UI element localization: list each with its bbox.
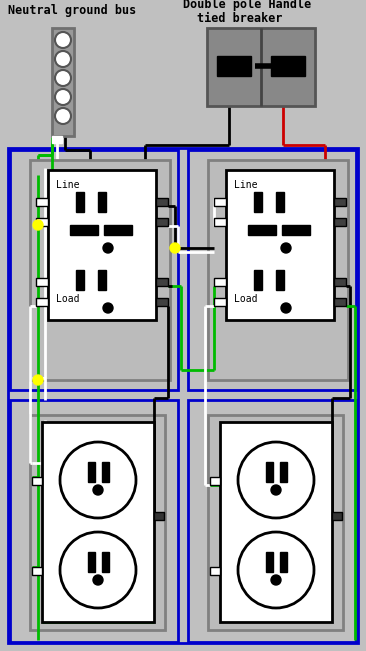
Bar [88, 462, 95, 482]
Bar [210, 477, 220, 485]
Bar [88, 552, 95, 572]
Circle shape [93, 575, 103, 585]
Bar [254, 270, 262, 290]
Bar [52, 28, 74, 136]
Bar [280, 462, 287, 482]
Circle shape [271, 485, 281, 495]
Text: Line: Line [234, 180, 258, 190]
Circle shape [93, 485, 103, 495]
Bar [70, 225, 98, 235]
Bar [276, 270, 284, 290]
Text: Load: Load [234, 294, 258, 304]
Bar [332, 512, 342, 520]
Bar [102, 552, 109, 572]
Bar [208, 415, 343, 630]
Bar [8, 148, 358, 643]
Bar [98, 270, 106, 290]
Bar [276, 192, 284, 212]
Bar [76, 270, 84, 290]
Bar [30, 160, 170, 380]
Bar [271, 56, 305, 76]
Bar [266, 552, 273, 572]
Bar [207, 28, 315, 106]
Bar [10, 400, 178, 642]
Bar [36, 198, 48, 206]
Bar [156, 298, 168, 306]
Bar [210, 567, 220, 575]
Bar [214, 278, 226, 286]
Circle shape [33, 220, 43, 230]
Bar [154, 512, 164, 520]
Bar [76, 192, 84, 212]
Bar [334, 198, 346, 206]
Bar [104, 225, 132, 235]
Bar [32, 567, 42, 575]
Circle shape [103, 243, 113, 253]
Bar [156, 198, 168, 206]
Bar [214, 198, 226, 206]
Bar [334, 278, 346, 286]
Bar [36, 298, 48, 306]
Text: tied breaker: tied breaker [197, 12, 283, 25]
Circle shape [60, 532, 136, 608]
Bar [248, 225, 276, 235]
Text: Load: Load [56, 294, 79, 304]
Bar [36, 278, 48, 286]
Circle shape [103, 303, 113, 313]
Circle shape [55, 89, 71, 105]
Circle shape [170, 243, 180, 253]
Bar [334, 218, 346, 226]
Circle shape [281, 303, 291, 313]
Circle shape [271, 575, 281, 585]
Bar [334, 298, 346, 306]
Bar [254, 192, 262, 212]
Bar [102, 462, 109, 482]
Bar [48, 170, 156, 320]
Bar [98, 192, 106, 212]
Bar [220, 422, 332, 622]
Bar [282, 225, 310, 235]
Bar [266, 462, 273, 482]
Bar [188, 400, 356, 642]
Circle shape [60, 442, 136, 518]
Circle shape [238, 442, 314, 518]
Bar [10, 150, 178, 390]
Bar [30, 415, 165, 630]
Text: Double pole Handle: Double pole Handle [183, 0, 311, 11]
Circle shape [55, 70, 71, 86]
Bar [188, 150, 356, 390]
Circle shape [281, 243, 291, 253]
Text: Line: Line [56, 180, 79, 190]
Bar [52, 136, 62, 143]
Bar [226, 170, 334, 320]
Bar [214, 298, 226, 306]
Circle shape [33, 375, 43, 385]
Bar [280, 552, 287, 572]
Circle shape [55, 32, 71, 48]
Bar [214, 218, 226, 226]
Bar [42, 422, 154, 622]
Bar [208, 160, 348, 380]
Bar [156, 218, 168, 226]
Bar [156, 278, 168, 286]
Bar [32, 477, 42, 485]
Circle shape [55, 108, 71, 124]
Text: Neutral ground bus: Neutral ground bus [8, 4, 136, 17]
Circle shape [238, 532, 314, 608]
Circle shape [55, 51, 71, 67]
Bar [36, 218, 48, 226]
Bar [217, 56, 251, 76]
